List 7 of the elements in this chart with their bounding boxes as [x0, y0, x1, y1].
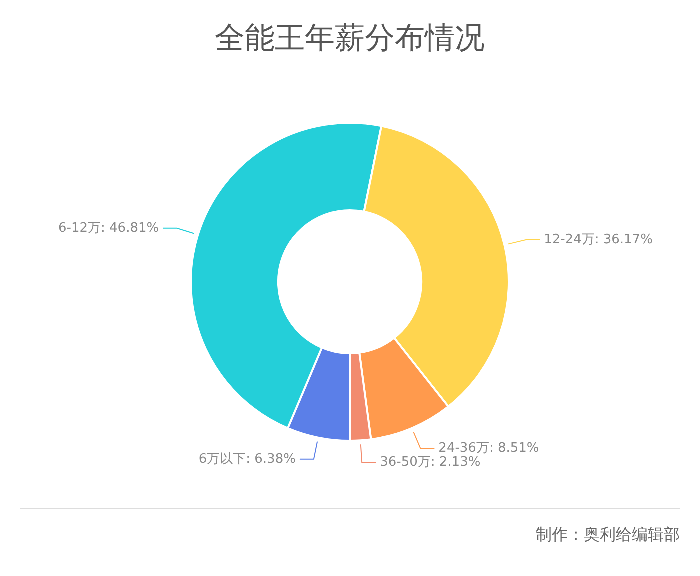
- slice-label: 6-12万: 46.81%: [58, 220, 160, 236]
- slice-label: 36-50万: 2.13%: [380, 454, 481, 470]
- slice-label: 24-36万: 8.51%: [438, 441, 540, 456]
- text: 制作：奥利给编辑部: [20, 508, 680, 546]
- slice-label: 12-24万: 36.17%: [544, 232, 653, 248]
- slice-label: 6万以下: 6.38%: [198, 452, 296, 467]
- chart-title: 全能王年薪分布情况: [214, 20, 486, 58]
